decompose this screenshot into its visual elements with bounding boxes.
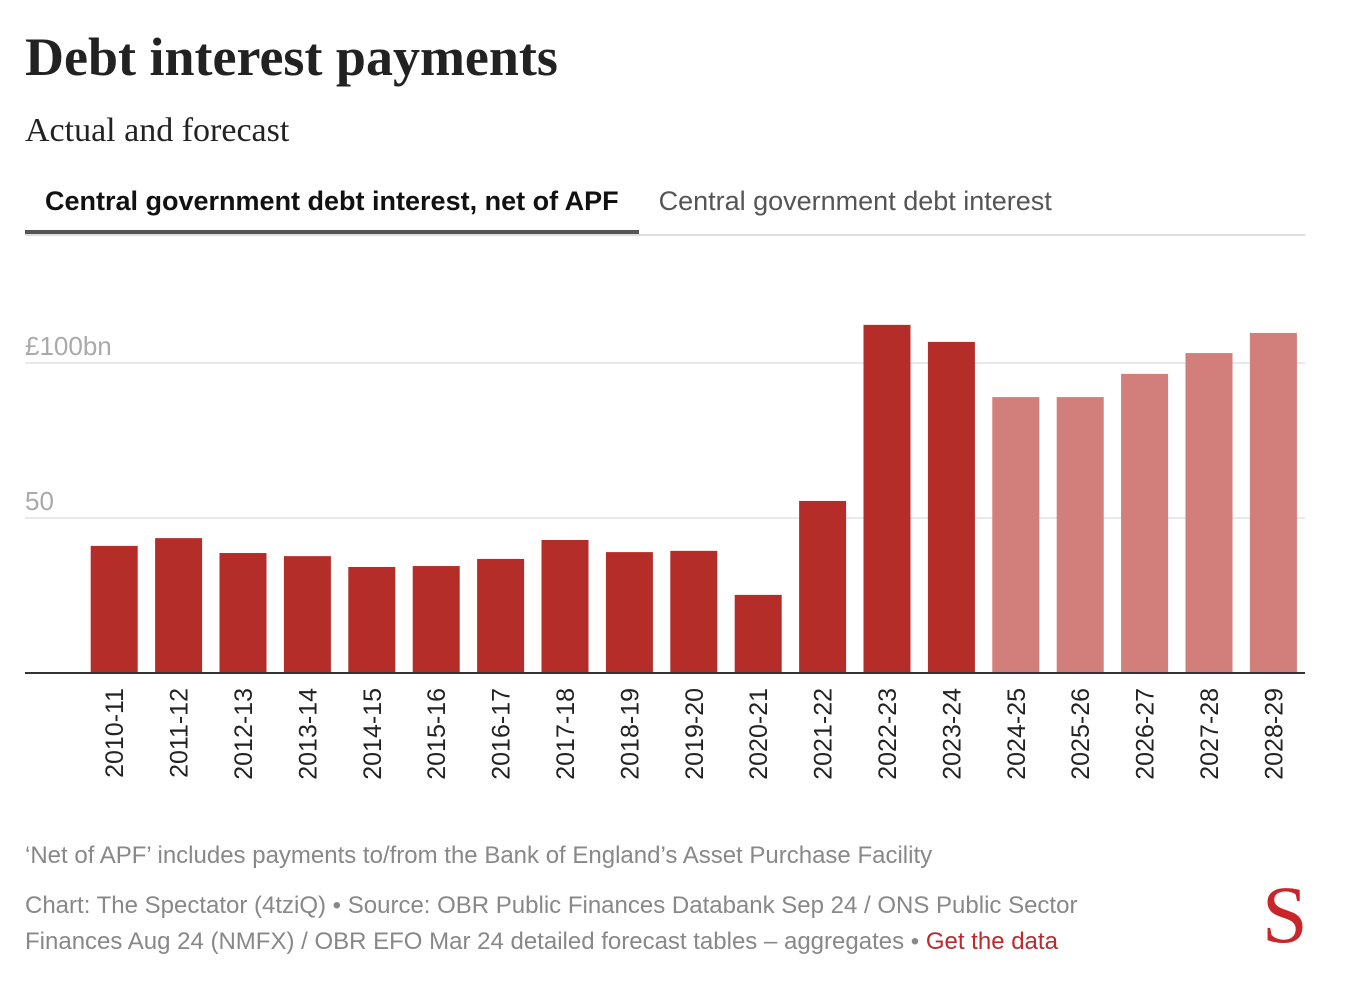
bar [283, 556, 331, 673]
y-tick-label: 50 [25, 486, 54, 516]
x-tick-label: 2016-17 [488, 688, 516, 780]
bar [670, 550, 718, 673]
bar [1185, 353, 1233, 673]
x-tick-label: 2013-14 [294, 688, 322, 780]
chart-source: Chart: The Spectator (4tziQ) • Source: O… [25, 888, 1165, 960]
get-the-data-link[interactable]: Get the data [925, 928, 1058, 955]
bar [927, 341, 975, 673]
bar [155, 538, 203, 673]
bar [541, 540, 589, 673]
x-tick-label: 2012-13 [230, 688, 258, 780]
bar [799, 500, 847, 673]
bar [1056, 397, 1104, 673]
x-tick-label: 2021-22 [810, 688, 838, 780]
bar [605, 552, 653, 673]
chart-note: ‘Net of APF’ includes payments to/from t… [25, 842, 933, 869]
chart-title: Debt interest payments [25, 27, 558, 87]
x-tick-label: 2015-16 [423, 688, 451, 780]
x-tick-label: 2011-12 [166, 688, 194, 778]
bar [477, 558, 525, 673]
chart-subtitle: Actual and forecast [25, 112, 290, 149]
x-tick-label: 2028-29 [1260, 688, 1288, 780]
tab-gross-debt-interest[interactable]: Central government debt interest [658, 186, 1052, 216]
bar [863, 324, 911, 673]
y-tick-label: £100bn [25, 331, 112, 361]
bar [412, 566, 460, 673]
x-tick-label: 2026-27 [1132, 688, 1160, 780]
x-tick-label: 2017-18 [552, 688, 580, 780]
tab-net-of-apf[interactable]: Central government debt interest, net of… [25, 182, 639, 234]
x-tick-label: 2019-20 [681, 688, 709, 780]
bar [90, 545, 138, 673]
tab-bar: Central government debt interest, net of… [25, 182, 1305, 236]
x-tick-label: 2025-26 [1067, 688, 1095, 780]
bar [1249, 332, 1297, 673]
bar [1121, 373, 1169, 673]
bar [734, 594, 782, 673]
bar [992, 397, 1040, 673]
x-tick-label: 2022-23 [874, 688, 902, 780]
source-text: Chart: The Spectator (4tziQ) • Source: O… [25, 892, 1078, 955]
spectator-logo: S [1262, 869, 1308, 960]
x-tick-label: 2023-24 [938, 688, 966, 780]
bar [348, 566, 396, 673]
x-tick-label: 2018-19 [616, 688, 644, 780]
x-tick-label: 2020-21 [745, 688, 773, 780]
x-tick-label: 2010-11 [101, 688, 129, 778]
x-tick-label: 2014-15 [359, 688, 387, 780]
x-tick-label: 2024-25 [1003, 688, 1031, 780]
bar [219, 553, 267, 673]
bar-chart: 50 £100bn 2010-11 2011-12 2012-13 2013-14 2014… [25, 324, 1305, 780]
x-tick-label: 2027-28 [1196, 688, 1224, 780]
